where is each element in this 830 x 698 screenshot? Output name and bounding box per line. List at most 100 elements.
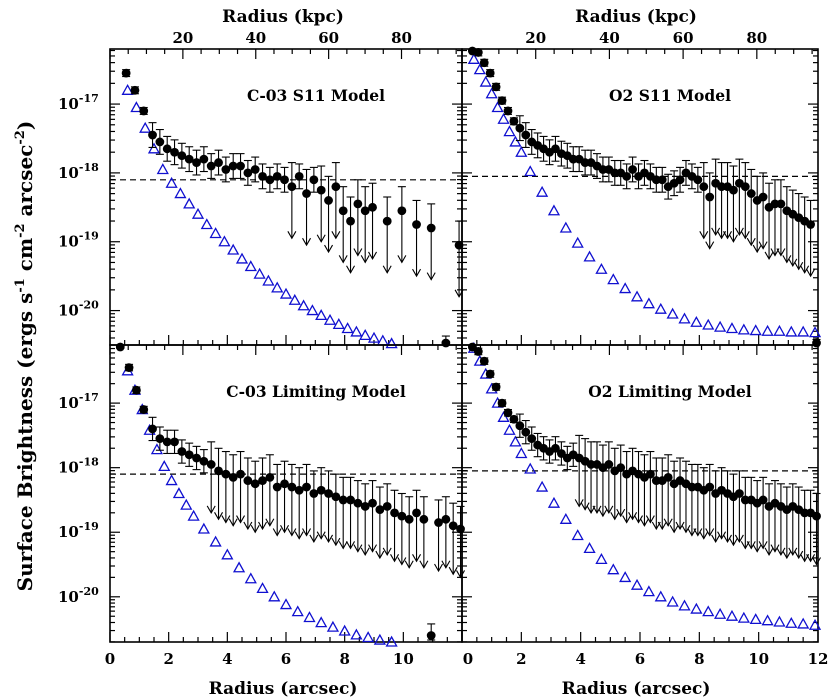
data-point (206, 460, 216, 469)
upper-limit-arrow (622, 515, 632, 524)
model-point (227, 243, 240, 255)
model-point (773, 324, 786, 336)
panel-top-right: 20 40 60 80 O2 S11 Model (461, 29, 822, 348)
model-point (235, 252, 249, 264)
upper-limit-arrow (434, 563, 444, 573)
model-point (619, 282, 632, 294)
data-point (622, 171, 632, 181)
data-point (485, 369, 495, 379)
x-tick-label: 4 (575, 650, 585, 668)
data-point (503, 106, 513, 116)
data-point (353, 199, 363, 209)
data-point (331, 492, 341, 502)
upper-limit-arrow (280, 524, 290, 534)
data-point (426, 631, 436, 640)
upper-limit-arrow (258, 521, 268, 531)
model-point (737, 323, 750, 335)
upper-limit-arrow (669, 524, 679, 534)
upper-limit-arrow (734, 227, 744, 236)
data-point (294, 171, 304, 181)
model-point (702, 318, 715, 330)
y-tick-label: 10-20 (58, 299, 99, 320)
model-point (713, 320, 727, 332)
upper-limit-arrow (214, 512, 224, 521)
upper-limit-arrow (758, 541, 768, 550)
y-tick-exponent: -18 (79, 161, 99, 174)
x2-tick-label: 20 (172, 29, 193, 47)
model-point (209, 227, 222, 239)
upper-limit-arrow (788, 258, 798, 267)
upper-limit-arrow (574, 499, 584, 508)
model-point (262, 274, 275, 286)
model-point (678, 599, 691, 611)
model-point (315, 616, 328, 628)
data-point (419, 514, 429, 524)
upper-limit-arrow (746, 541, 756, 550)
upper-limit-arrow (360, 255, 370, 264)
x-tick-label: 10 (748, 650, 769, 668)
model-point (547, 204, 561, 216)
model-point (158, 460, 171, 472)
x2-tick-label: 40 (245, 29, 266, 47)
data-point (130, 85, 140, 95)
data-point (509, 414, 519, 424)
x-tick-label: 6 (635, 650, 645, 668)
data-point (338, 206, 348, 216)
data-point (162, 144, 172, 154)
data-point (368, 202, 377, 212)
data-point (170, 437, 179, 447)
data-point (302, 482, 311, 492)
model-point (666, 307, 679, 319)
upper-limit-arrow (598, 508, 608, 518)
data-point (812, 338, 821, 348)
y-tick-base: 10 (58, 459, 79, 477)
data-point (734, 489, 744, 498)
data-point (162, 437, 172, 447)
model-point (373, 633, 386, 645)
y-tick-base: 10 (58, 394, 79, 412)
data-point (645, 469, 655, 479)
data-point (382, 502, 392, 511)
data-point (473, 347, 483, 356)
data-point (155, 137, 165, 147)
data-point (412, 508, 421, 518)
data-point (170, 147, 179, 157)
upper-limit-arrow (338, 255, 348, 264)
upper-limit-arrow (580, 502, 590, 511)
data-point (236, 469, 245, 479)
data-point (353, 498, 363, 508)
data-point (139, 405, 149, 414)
model-point (583, 250, 596, 262)
upper-limit-arrow (221, 515, 231, 524)
data-point (214, 466, 223, 476)
y-axis-title-sup-1: -1 (13, 278, 28, 292)
model-point (690, 315, 703, 327)
upper-limit-arrow (806, 268, 816, 278)
upper-limit-arrow (228, 518, 238, 527)
upper-limit-arrow (368, 544, 378, 553)
y-axis-title-part-3: arcsec (13, 145, 37, 224)
model-point (279, 287, 293, 299)
data-point (485, 68, 495, 78)
model-point (303, 611, 316, 623)
y-tick-base: 10 (58, 523, 79, 541)
model-point (367, 331, 381, 343)
model-point (607, 563, 620, 575)
model-point (607, 273, 620, 285)
data-point (515, 123, 525, 133)
x2-tick-label: 80 (391, 29, 412, 47)
data-point (479, 58, 489, 68)
data-point (657, 175, 667, 185)
upper-limit-arrow (302, 237, 312, 247)
data-point (491, 382, 501, 392)
data-point (382, 216, 392, 226)
upper-limit-arrow (412, 268, 422, 278)
top-axis-title-right: Radius (kpc) (575, 7, 697, 27)
model-point (180, 498, 193, 510)
upper-limit-arrow (693, 528, 703, 537)
upper-limit-arrow (705, 528, 715, 537)
model-point (595, 553, 608, 565)
